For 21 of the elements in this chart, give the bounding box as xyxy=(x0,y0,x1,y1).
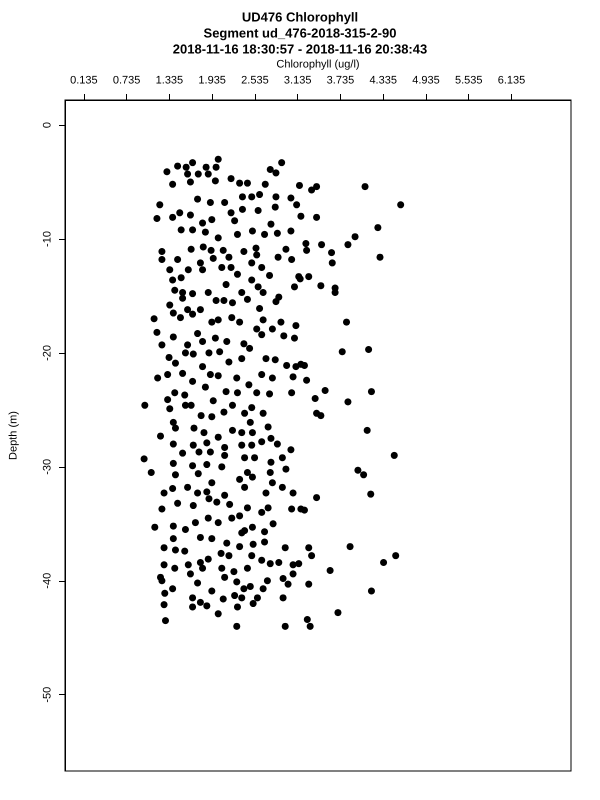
x-tick-label: 3.135 xyxy=(284,74,312,86)
y-tick-label: -20 xyxy=(42,344,54,361)
x-tick-label: 1.335 xyxy=(156,74,184,86)
y-tick-label: 0 xyxy=(42,122,54,128)
chart-title: UD476 Chlorophyll xyxy=(242,10,358,24)
y-tick-label: -50 xyxy=(42,686,54,703)
x-axis-title: Chlorophyll (ug/l) xyxy=(276,58,360,71)
x-tick-label: 1.935 xyxy=(198,74,226,86)
x-tick-label: 2.535 xyxy=(241,74,269,86)
y-tick-label: -30 xyxy=(42,458,54,475)
y-axis-title: Depth (m) xyxy=(8,411,20,460)
x-tick-label: 6.135 xyxy=(498,74,526,86)
x-tick-label: 4.935 xyxy=(412,74,440,86)
x-tick-label: 5.535 xyxy=(454,74,482,86)
x-tick-label: 0.735 xyxy=(112,74,140,86)
chart-subtitle: Segment ud_476-2018-315-2-90 2018-11-16 18:30:57 - 2018-11-16 20:38:43 xyxy=(172,26,428,56)
x-tick-label: 0.135 xyxy=(70,74,98,86)
y-tick-label: -40 xyxy=(42,572,54,589)
x-tick-label: 4.335 xyxy=(369,74,397,86)
y-tick-label: -10 xyxy=(42,231,54,247)
x-tick-label: 3.735 xyxy=(326,74,354,86)
